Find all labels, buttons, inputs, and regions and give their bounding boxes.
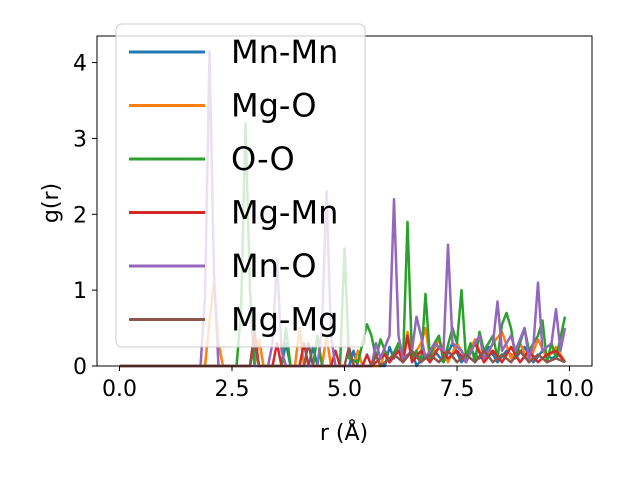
x-tick-label: 2.5 bbox=[215, 377, 250, 402]
y-tick-label: 0 bbox=[73, 355, 87, 380]
legend-label: O-O bbox=[231, 140, 295, 178]
x-axis-label: r (Å) bbox=[320, 419, 368, 446]
x-tick-label: 0.0 bbox=[102, 377, 137, 402]
x-axis-ticks: 0.0 2.5 5.0 7.5 10.0 bbox=[102, 366, 594, 402]
y-tick-label: 3 bbox=[73, 127, 87, 152]
legend: Mn-Mn Mg-O O-O Mg-Mn Mn-O Mg-Mg bbox=[115, 23, 366, 348]
legend-label: Mg-O bbox=[231, 87, 317, 125]
legend-label: Mn-O bbox=[231, 247, 317, 285]
legend-box bbox=[115, 23, 366, 348]
y-axis-label: g(r) bbox=[39, 183, 64, 223]
legend-label: Mg-Mg bbox=[231, 301, 338, 339]
legend-label: Mg-Mn bbox=[231, 194, 338, 232]
x-tick-label: 10.0 bbox=[545, 377, 594, 402]
y-tick-label: 1 bbox=[73, 279, 87, 304]
y-axis-ticks: 0 1 2 3 4 bbox=[73, 52, 97, 380]
x-tick-label: 7.5 bbox=[440, 377, 475, 402]
x-tick-label: 5.0 bbox=[327, 377, 362, 402]
series-line-mg-mg bbox=[119, 341, 566, 368]
legend-label: Mn-Mn bbox=[231, 33, 338, 71]
y-tick-label: 4 bbox=[73, 52, 87, 77]
y-tick-label: 2 bbox=[73, 203, 87, 228]
